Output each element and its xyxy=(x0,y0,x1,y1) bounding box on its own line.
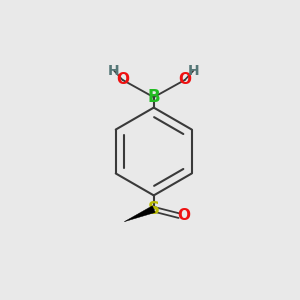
Text: S: S xyxy=(148,200,160,218)
Text: O: O xyxy=(116,72,129,87)
Text: B: B xyxy=(147,88,160,106)
Text: H: H xyxy=(108,64,120,78)
Text: H: H xyxy=(188,64,199,78)
Polygon shape xyxy=(124,206,155,222)
Text: O: O xyxy=(177,208,190,223)
Text: O: O xyxy=(178,72,191,87)
